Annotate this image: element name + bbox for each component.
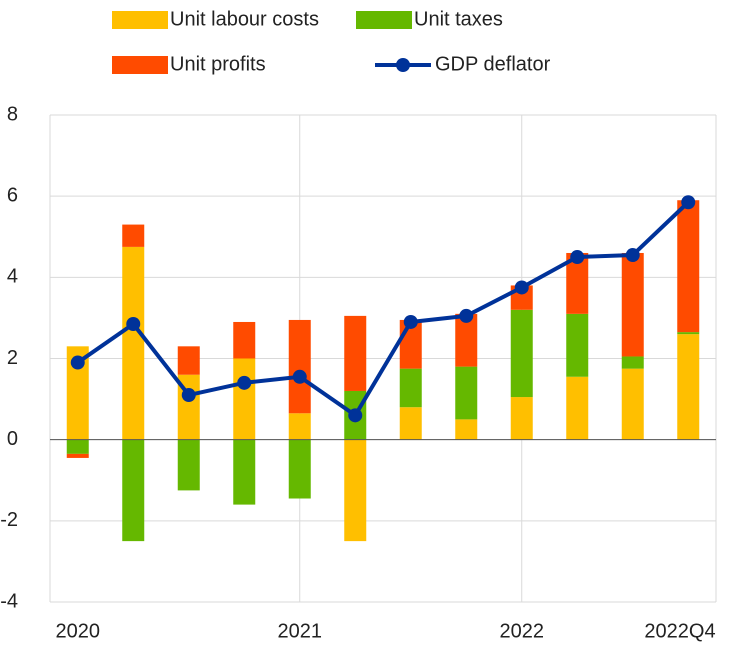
bar-segment (677, 332, 700, 335)
bar-segment (399, 407, 422, 440)
line-point (70, 355, 85, 370)
bar-segment (122, 246, 145, 440)
y-tick-label: 0 (7, 428, 18, 450)
line-point (126, 317, 141, 332)
bar-segment (566, 252, 589, 314)
bar-segment (66, 346, 89, 440)
legend-label: Unit profits (170, 53, 266, 75)
legend-marker (396, 58, 410, 72)
y-tick-label: 8 (7, 103, 18, 125)
line-point (403, 314, 418, 329)
bar-segment (288, 439, 311, 499)
bar-segment (455, 366, 478, 420)
y-tick-label: 2 (7, 347, 18, 369)
bar-segment (399, 368, 422, 408)
bar-segment (288, 319, 311, 414)
bar-segment (233, 321, 256, 359)
bar-segment (177, 439, 200, 491)
line-point (625, 248, 640, 263)
y-tick-label: 6 (7, 184, 18, 206)
line-point (459, 308, 474, 323)
x-tick-label: 2021 (278, 620, 323, 642)
line-series (76, 200, 690, 419)
bar-segment (621, 356, 644, 369)
bar-segment (677, 200, 700, 333)
bar-segment (233, 358, 256, 440)
y-tick-label: 4 (7, 266, 18, 288)
bar-segment (344, 315, 367, 391)
bar-segment (510, 397, 533, 440)
legend-label: GDP deflator (435, 53, 551, 75)
bar-segment (566, 376, 589, 440)
legend-label: Unit taxes (414, 8, 503, 30)
bar-segment (566, 313, 589, 377)
bar-segment (233, 439, 256, 505)
legend-swatch (112, 56, 168, 74)
x-tick-label: 2022 (500, 620, 545, 642)
x-tick-label: 2020 (56, 620, 101, 642)
line-point (348, 408, 363, 423)
y-tick-label: -4 (0, 590, 18, 612)
bar-segment (177, 346, 200, 375)
bar-segment (288, 413, 311, 440)
bar-segment (344, 439, 367, 542)
legend-swatch (112, 11, 168, 29)
line-point (570, 250, 585, 265)
y-tick-label: -2 (0, 509, 18, 531)
line-point (292, 369, 307, 384)
bar-segment (66, 453, 89, 458)
bar-segment (455, 419, 478, 440)
line-point (181, 388, 196, 403)
bar-segment (621, 368, 644, 440)
bar-segment (122, 224, 145, 247)
bar-segment (122, 439, 145, 542)
bar-segment (677, 334, 700, 440)
bar-segment (510, 309, 533, 398)
line-point (681, 195, 696, 210)
bar-segment (66, 439, 89, 454)
line-point (237, 375, 252, 390)
bar-segment (621, 252, 644, 357)
bar-segment (455, 313, 478, 367)
legend-label: Unit labour costs (170, 8, 319, 30)
legend-swatch (356, 11, 412, 29)
x-tick-label: 2022Q4 (644, 620, 715, 642)
line-point (514, 280, 529, 295)
